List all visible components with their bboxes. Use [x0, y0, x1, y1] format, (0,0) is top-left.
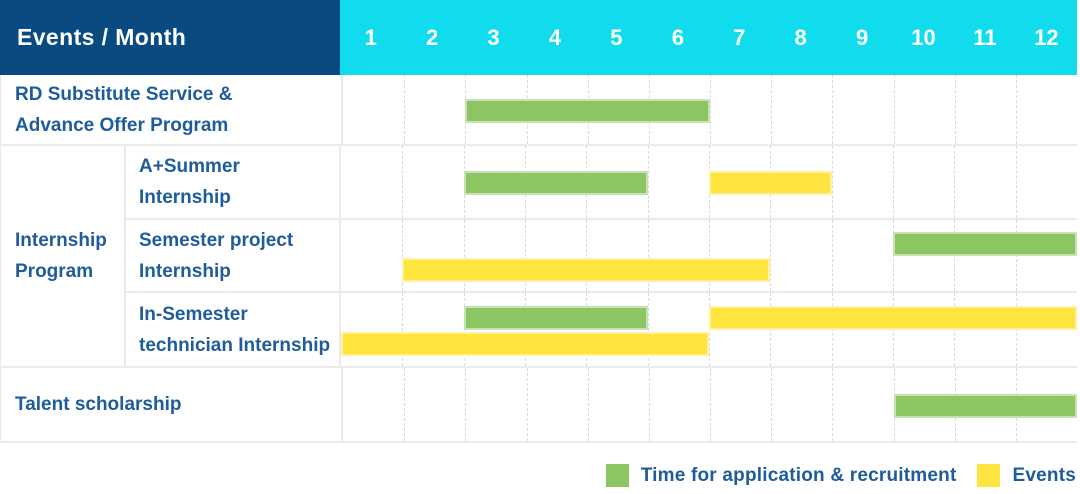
row-label-rd-substitute: RD Substitute Service & Advance Offer Pr… — [1, 75, 341, 144]
month-gridline — [771, 368, 773, 441]
month-header-10: 10 — [911, 24, 936, 50]
month-header-4: 4 — [548, 24, 562, 50]
table-header-row: Events / Month 1 2 3 4 5 6 7 8 9 10 11 1… — [0, 0, 1077, 75]
row-label-line: Talent scholarship — [15, 394, 182, 415]
month-header-1: 1 — [364, 24, 377, 50]
row-talent-scholarship: Talent scholarship — [1, 368, 1077, 443]
month-gridline — [465, 368, 467, 441]
gantt-bar-event — [709, 305, 1077, 330]
month-gridline — [404, 75, 406, 144]
legend-item-application: Time for application & recruitment — [605, 464, 957, 487]
row-label-semester-project: Semester project Internship — [126, 220, 339, 291]
month-gridline — [586, 220, 588, 291]
month-gridline — [402, 220, 404, 291]
legend-label-application: Time for application & recruitment — [640, 464, 957, 486]
row-in-semester-technician: In-Semester technician Internship — [126, 293, 1077, 366]
chart-cell-talent-scholarship — [341, 368, 1077, 441]
group-label-line: Program — [15, 261, 94, 282]
month-gridline — [831, 146, 833, 218]
month-gridline — [404, 368, 406, 441]
month-gridline — [1015, 75, 1017, 144]
gantt-bar-event — [341, 332, 709, 357]
group-label-internship-program: Internship Program — [1, 146, 126, 366]
month-header-12: 12 — [1034, 24, 1059, 50]
row-label-line: Advance Offer Program — [15, 114, 229, 136]
row-label-line: technician Internship — [139, 334, 331, 356]
month-header-strip: 1 2 3 4 5 6 7 8 9 10 11 12 — [340, 0, 1077, 75]
legend-item-events: Events — [977, 464, 1076, 487]
month-gridline — [832, 75, 834, 144]
internship-subrows: A+Summer Internship Semester project Int… — [126, 146, 1077, 366]
row-label-line: Internship — [139, 187, 231, 208]
month-gridline — [710, 75, 711, 144]
month-gridline — [893, 75, 895, 144]
month-gridline — [647, 220, 649, 291]
month-gridline — [587, 368, 589, 441]
month-gridline — [893, 146, 894, 218]
gantt-bar-application — [463, 305, 648, 330]
month-header-7: 7 — [733, 24, 746, 50]
gantt-bar-application — [893, 232, 1077, 257]
green-swatch-icon — [605, 464, 629, 487]
row-label-line: RD Substitute Service & — [15, 83, 233, 105]
row-label-a-plus-summer: A+Summer Internship — [126, 146, 339, 218]
gantt-bar-event — [709, 171, 832, 196]
yellow-swatch-icon — [977, 464, 1001, 487]
month-gridline — [710, 368, 711, 441]
month-header-2: 2 — [426, 24, 439, 50]
month-gridline — [526, 368, 528, 441]
month-gridline — [525, 220, 526, 291]
gantt-bar-event — [402, 257, 771, 282]
internship-program-group: Internship Program A+Summer Internship S… — [1, 146, 1077, 368]
chart-cell-a-plus-summer — [339, 146, 1077, 218]
table-body: RD Substitute Service & Advance Offer Pr… — [0, 75, 1077, 443]
gantt-bar-application — [893, 393, 1077, 418]
schedule-table: Events / Month 1 2 3 4 5 6 7 8 9 10 11 1… — [0, 0, 1077, 443]
row-rd-substitute: RD Substitute Service & Advance Offer Pr… — [1, 75, 1077, 146]
month-gridline — [1015, 146, 1017, 218]
month-header-9: 9 — [855, 24, 869, 50]
month-gridline — [831, 220, 833, 291]
month-header-11: 11 — [973, 24, 997, 50]
row-label-talent-scholarship: Talent scholarship — [1, 368, 341, 441]
row-label-line: In-Semester — [139, 303, 248, 325]
group-label-line: Internship — [15, 230, 107, 251]
chart-cell-in-semester-technician — [339, 293, 1077, 366]
month-header-8: 8 — [794, 24, 807, 50]
chart-cell-rd-substitute — [341, 75, 1077, 144]
month-gridline — [648, 368, 650, 441]
legend-label-events: Events — [1012, 464, 1076, 486]
row-label-in-semester-technician: In-Semester technician Internship — [126, 293, 339, 366]
events-month-label: Events / Month — [17, 24, 187, 50]
month-gridline — [709, 220, 710, 291]
month-gridline — [647, 146, 649, 218]
row-label-line: Semester project — [139, 229, 294, 251]
month-gridline — [770, 220, 772, 291]
month-gridline — [954, 146, 956, 218]
month-gridline — [832, 368, 834, 441]
month-gridline — [647, 293, 649, 366]
month-header-3: 3 — [487, 24, 500, 50]
month-gridline — [463, 220, 465, 291]
month-gridline — [771, 75, 773, 144]
row-a-plus-summer: A+Summer Internship — [126, 146, 1077, 220]
month-gridline — [402, 293, 404, 366]
month-gridline — [402, 146, 404, 218]
row-semester-project: Semester project Internship — [126, 220, 1077, 293]
legend: Time for application & recruitment Event… — [605, 464, 1076, 487]
chart-cell-semester-project — [339, 220, 1077, 291]
month-header-5: 5 — [610, 24, 623, 50]
month-header-6: 6 — [671, 24, 684, 50]
row-label-line: Internship — [139, 260, 231, 282]
month-gridline — [954, 75, 956, 144]
events-month-header-cell: Events / Month — [0, 0, 340, 75]
gantt-bar-application — [465, 98, 710, 123]
row-label-line: A+Summer — [139, 156, 240, 177]
gantt-bar-application — [463, 171, 648, 196]
